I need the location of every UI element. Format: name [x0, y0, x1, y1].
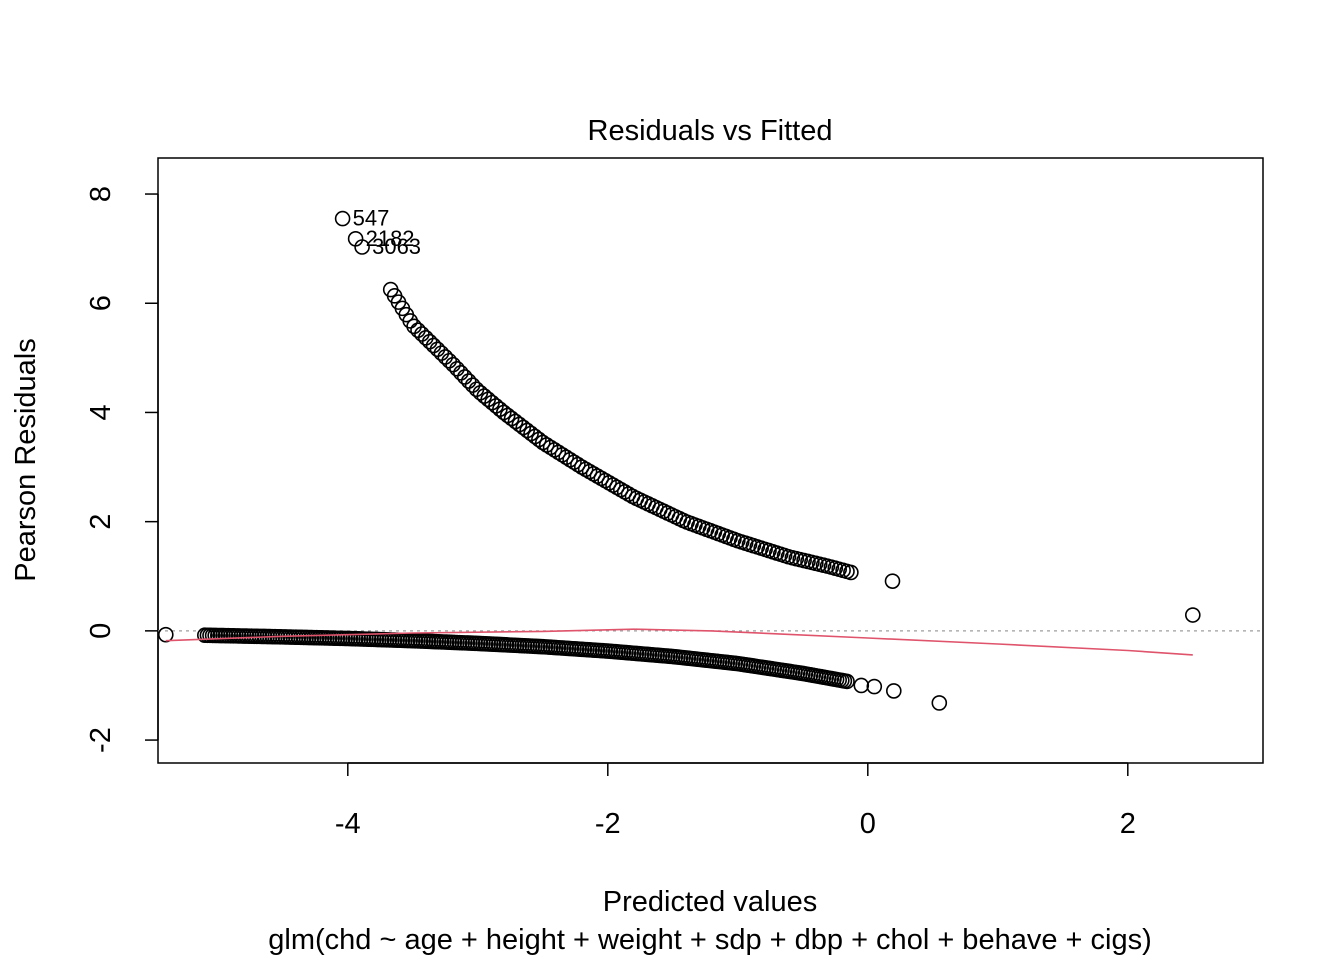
- data-point: [414, 326, 430, 342]
- data-point: [884, 573, 901, 589]
- data-point: [531, 431, 547, 448]
- data-point: [417, 330, 434, 346]
- data-point: [605, 477, 621, 493]
- data-point: [558, 449, 575, 466]
- chart-title: Residuals vs Fitted: [588, 115, 833, 147]
- data-point: [499, 407, 516, 424]
- x-tick-label: -2: [595, 808, 621, 840]
- data-point: [1185, 607, 1201, 623]
- data-point: [573, 459, 590, 475]
- data-point: [589, 468, 606, 484]
- data-point: [581, 463, 598, 480]
- data-point: [158, 626, 174, 643]
- y-tick-label: 4: [85, 404, 117, 420]
- data-point: [593, 470, 610, 487]
- data-point: [538, 437, 555, 453]
- data-point: [616, 484, 633, 500]
- y-tick-label: 6: [85, 295, 117, 311]
- data-point: [866, 678, 883, 695]
- data-point: [410, 322, 426, 338]
- data-point: [562, 451, 578, 468]
- data-point: [839, 673, 855, 690]
- data-point: [433, 345, 450, 361]
- data-point: [503, 410, 520, 427]
- data-point: [542, 439, 559, 456]
- data-point: [550, 444, 567, 461]
- smooth-trend-line: [165, 628, 1193, 656]
- data-point: [585, 466, 602, 482]
- x-tick-label: -4: [335, 808, 361, 840]
- y-axis: -2 0 2 4 6 8: [85, 186, 159, 753]
- data-point: [534, 434, 551, 451]
- data-point: [464, 377, 481, 393]
- data-point: [334, 210, 351, 227]
- model-formula-subtitle: glm(chd ~ age + height + weight + sdp + …: [268, 924, 1151, 956]
- point-label: 3063: [372, 234, 421, 259]
- data-point: [546, 442, 563, 458]
- data-point: [885, 683, 902, 699]
- data-point: [507, 413, 524, 430]
- y-tick-label: 0: [85, 623, 117, 639]
- data-point: [453, 365, 469, 381]
- data-point: [519, 422, 536, 439]
- plot-frame: [157, 157, 1264, 764]
- data-point: [843, 564, 859, 581]
- data-point: [597, 472, 614, 489]
- data-point: [566, 454, 582, 470]
- data-point: [456, 369, 473, 385]
- x-tick-label: 0: [860, 808, 876, 840]
- data-point: [931, 695, 948, 711]
- data-point: [609, 479, 625, 496]
- data-point: [511, 416, 528, 433]
- data-point: [601, 475, 617, 491]
- data-point: [495, 404, 512, 421]
- x-tick-label: 2: [1120, 808, 1136, 840]
- data-point: [554, 446, 571, 463]
- data-point: [515, 419, 532, 436]
- data-point: [449, 360, 465, 377]
- y-tick-label: 8: [85, 186, 117, 202]
- data-point: [421, 333, 438, 350]
- data-point: [437, 349, 454, 365]
- data-point: [425, 337, 442, 354]
- x-axis-label: Predicted values: [603, 886, 817, 918]
- data-point: [853, 677, 870, 694]
- data-point: [354, 239, 370, 255]
- y-tick-label: -2: [85, 727, 117, 753]
- y-axis-label: Pearson Residuals: [10, 338, 42, 581]
- point-label: 2182: [366, 226, 415, 251]
- data-point: [612, 481, 629, 498]
- data-points: [158, 210, 1201, 711]
- y-tick-label: 2: [85, 514, 117, 530]
- data-point: [577, 461, 594, 478]
- point-label: 547: [353, 206, 390, 231]
- x-axis: -4 -2 0 2: [335, 762, 1136, 840]
- data-point: [429, 341, 446, 358]
- data-point: [523, 425, 539, 442]
- data-point: [460, 373, 477, 389]
- data-point: [527, 428, 543, 445]
- data-point: [445, 356, 461, 373]
- data-point: [570, 456, 586, 473]
- data-point: [441, 352, 458, 369]
